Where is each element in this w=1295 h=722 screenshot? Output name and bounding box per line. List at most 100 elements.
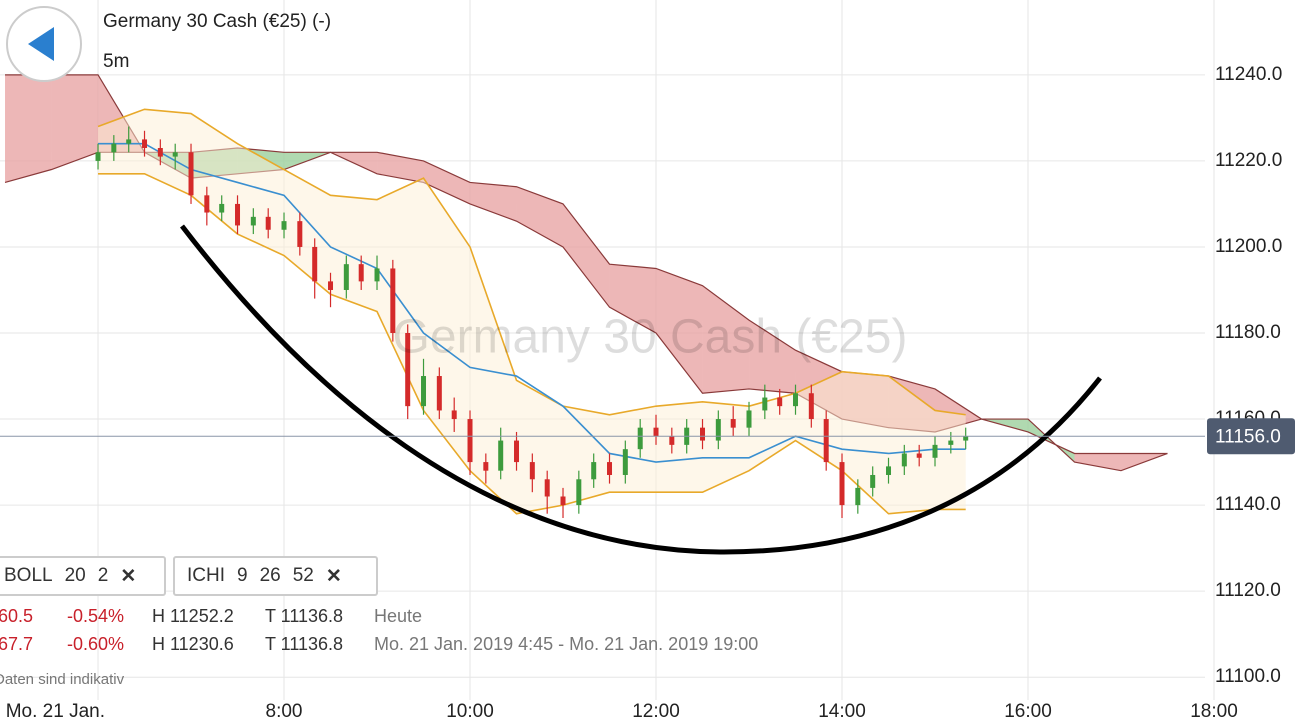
candle-body xyxy=(839,462,845,506)
candle-body xyxy=(730,419,736,428)
candle-body xyxy=(405,333,411,407)
last-price-label: 11156.0 xyxy=(1215,426,1281,447)
candle-body xyxy=(948,440,954,445)
y-tick-label: 11140.0 xyxy=(1215,494,1281,515)
candle-body xyxy=(235,203,241,226)
candle-body xyxy=(111,143,117,153)
indicator-line xyxy=(98,173,966,515)
candle-body xyxy=(529,462,535,480)
stat: H 11252.2 xyxy=(152,606,234,626)
candle-body xyxy=(746,410,752,428)
cloud-segment xyxy=(609,264,657,334)
stat: H 11230.6 xyxy=(152,634,234,654)
stat: Heute xyxy=(374,606,423,626)
candle-body xyxy=(467,419,473,463)
candle-body xyxy=(204,195,210,213)
cloud-segment xyxy=(749,320,796,394)
candle-body xyxy=(328,281,334,290)
candle-body xyxy=(560,496,566,506)
stat: T 11136.8 xyxy=(265,606,344,626)
candle-body xyxy=(498,440,504,471)
candle-body xyxy=(700,427,706,441)
cloud-segment xyxy=(423,160,471,204)
candle-body xyxy=(715,419,721,441)
indicator-name: ICHI xyxy=(187,565,225,586)
x-tick-label: 10:00 xyxy=(446,701,494,722)
close-icon[interactable]: ✕ xyxy=(325,565,342,587)
candle-body xyxy=(390,268,396,334)
candle-body xyxy=(855,487,861,506)
stat: -0.60% xyxy=(67,634,125,654)
stat: T 11136.8 xyxy=(265,634,344,654)
candle-body xyxy=(653,427,659,437)
cloud-segment xyxy=(377,152,424,183)
cloud-segment xyxy=(1074,453,1122,471)
candle-body xyxy=(188,152,194,196)
y-tick-label: 11220.0 xyxy=(1215,150,1282,171)
cloud-segment xyxy=(470,182,517,222)
indicator-chip[interactable]: ICHI 9 26 52 ✕ xyxy=(173,556,378,596)
candle-body xyxy=(451,410,457,420)
candle-body xyxy=(281,221,287,230)
stat: -0.54% xyxy=(67,606,125,626)
y-tick-label: 11120.0 xyxy=(1215,580,1281,601)
stat: 60.5 xyxy=(0,606,34,626)
stat: 67.7 xyxy=(0,634,34,654)
candle-body xyxy=(297,221,303,247)
trend-curve xyxy=(180,224,1102,555)
indicator-name: BOLL xyxy=(4,565,53,586)
y-tick-label: 11200.0 xyxy=(1215,236,1282,257)
indicator-line xyxy=(98,142,966,463)
candle-body xyxy=(374,268,380,282)
candle-body xyxy=(637,427,643,450)
candle-body xyxy=(932,444,938,458)
plot-area xyxy=(4,74,1168,519)
candle-body xyxy=(622,449,628,475)
cloud-segment xyxy=(51,74,99,170)
candle-body xyxy=(172,152,178,157)
candle-body xyxy=(963,436,969,441)
candle-body xyxy=(607,462,613,475)
candle-body xyxy=(157,148,163,157)
candle-body xyxy=(762,397,768,411)
candle-body xyxy=(870,474,876,488)
indicator-param: 52 xyxy=(292,565,314,586)
close-icon[interactable]: ✕ xyxy=(120,565,137,587)
stat: Mo. 21 Jan. 2019 4:45 - Mo. 21 Jan. 2019… xyxy=(374,634,759,654)
cloud-segment xyxy=(702,285,750,394)
x-tick-label: Mo. 21 Jan. xyxy=(6,701,105,722)
x-tick-label: 12:00 xyxy=(632,701,680,722)
candle-body xyxy=(421,376,427,407)
candle-body xyxy=(591,462,597,480)
candle-body xyxy=(793,393,799,407)
candle-body xyxy=(312,246,318,282)
indicator-param: 20 xyxy=(64,565,86,586)
interval: 5m xyxy=(103,51,129,72)
disclaimer: Daten sind indikativ xyxy=(0,671,125,688)
indicator-chip[interactable]: BOLL 20 2 ✕ xyxy=(0,556,166,596)
instrument-title: Germany 30 Cash (€25) (-) xyxy=(103,11,331,32)
candle-body xyxy=(669,436,675,445)
indicator-param: 26 xyxy=(259,565,281,586)
candle-body xyxy=(483,462,489,471)
candle-body xyxy=(219,203,225,213)
candle-body xyxy=(126,139,132,144)
candle-body xyxy=(265,216,271,230)
candle-body xyxy=(823,419,829,463)
candle-body xyxy=(142,139,148,149)
indicator-param: 9 xyxy=(237,565,248,586)
candle-body xyxy=(95,152,101,161)
candle-body xyxy=(544,479,550,497)
candle-body xyxy=(343,264,349,290)
candle-body xyxy=(777,397,783,407)
y-tick-label: 11100.0 xyxy=(1215,666,1281,687)
x-tick-label: 18:00 xyxy=(1190,701,1238,722)
candle-body xyxy=(886,466,892,475)
candle-body xyxy=(576,479,582,506)
back-icon xyxy=(28,27,54,61)
watermark: Germany 30 Cash (€25) xyxy=(393,311,908,364)
candle-body xyxy=(358,264,364,282)
candle-body xyxy=(916,453,922,458)
